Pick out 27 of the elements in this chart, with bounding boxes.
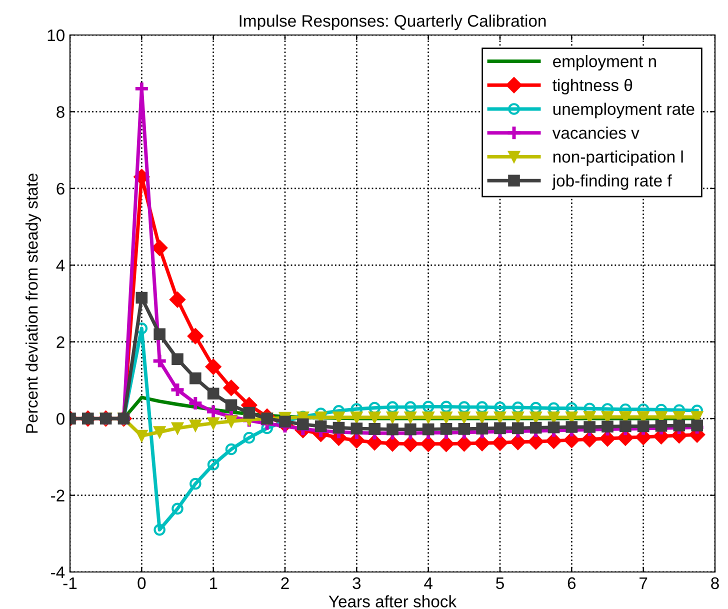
y-tick-label: -2 bbox=[51, 490, 64, 502]
x-axis-title: Years after shock bbox=[328, 595, 457, 608]
y-tick-label: 10 bbox=[48, 29, 64, 42]
y-tick-label: 2 bbox=[56, 336, 64, 348]
x-tick-label: 1 bbox=[210, 577, 218, 589]
x-tick-label: 2 bbox=[281, 577, 289, 589]
y-tick-label: 0 bbox=[56, 412, 64, 425]
x-tick-label: 8 bbox=[711, 577, 719, 590]
x-tick-label: 4 bbox=[424, 577, 432, 589]
y-axis-title: Percent deviation from steady state bbox=[26, 174, 42, 433]
x-tick-label: 3 bbox=[352, 577, 361, 590]
x-tick-label: 7 bbox=[640, 577, 648, 589]
y-tick-label: -4 bbox=[51, 566, 65, 578]
legend-label: job-finding rate f bbox=[552, 174, 672, 190]
x-tick-label: 5 bbox=[496, 577, 504, 590]
y-tick-label: 4 bbox=[56, 260, 65, 272]
legend-label: vacancies v bbox=[552, 126, 640, 139]
x-tick-label: 6 bbox=[568, 577, 576, 590]
y-tick-label: 8 bbox=[56, 106, 64, 118]
x-tick-label: -1 bbox=[63, 577, 77, 589]
legend-label: employment n bbox=[553, 55, 656, 71]
legend-label: unemployment rate bbox=[553, 102, 694, 118]
legend-label: tightness θ bbox=[552, 78, 632, 94]
y-tick-label: 6 bbox=[56, 182, 64, 195]
legend-label: non-participation l bbox=[553, 150, 683, 166]
chart-title: Impulse Responses: Quarterly Calibration bbox=[240, 14, 546, 30]
x-tick-label: 0 bbox=[138, 577, 146, 590]
